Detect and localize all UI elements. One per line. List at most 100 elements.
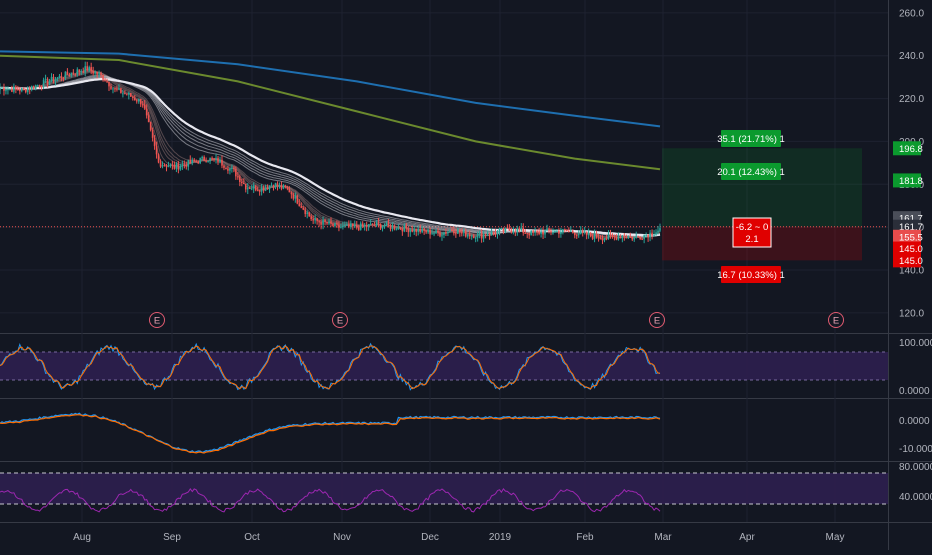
earnings-marker [149,312,165,328]
candle-body [219,159,221,163]
candle-body [472,235,475,239]
time-tick-label: Mar [654,532,672,543]
candle-body [294,195,297,199]
candle-body [217,157,219,163]
candle-body [375,222,378,226]
candle-body [657,230,659,233]
candle-body [181,164,184,167]
candle-body [357,227,360,230]
price-tag-box [893,253,921,268]
ema-line [0,67,661,240]
candle-body [556,230,558,232]
candle-body [617,236,620,240]
candle-body [139,99,142,105]
candle-body [623,235,626,238]
candle-body [88,67,90,71]
candle-body [560,232,562,235]
candle-body [94,72,96,74]
candle-body [387,222,390,226]
candle-body [373,225,376,227]
candle-body [32,85,35,89]
candle-body [306,212,309,214]
candle-body [155,146,158,155]
candle-body [233,167,235,170]
ema-line [0,68,661,240]
candle-body [439,232,441,237]
candle-body [52,76,55,82]
candle-body [205,160,207,162]
candle-body [112,88,114,90]
candle-body [122,93,124,95]
candle-body [46,78,49,85]
candle-body [100,73,102,76]
candle-body [302,207,305,210]
candle-body [7,88,9,91]
candle-body [124,93,126,95]
candle-body [548,228,550,231]
candle-body [453,230,455,234]
candle-body [128,93,130,95]
candle-body [520,227,523,230]
ema-ribbon [0,67,661,240]
intermediate-label-box [721,163,781,180]
candle-body [643,235,645,240]
candle-body [534,231,536,233]
candle-body [157,154,160,163]
candle-body [290,192,293,195]
candle-body [419,228,421,233]
candle-body [56,77,59,80]
candle-body [528,233,530,236]
candle-body [587,232,590,236]
candle-body [22,87,25,89]
candle-body [334,223,336,226]
candle-body [371,223,374,226]
earnings-label: E [154,316,160,327]
candle-body [365,225,368,227]
candle-body [48,81,51,85]
candle-body [213,158,215,160]
price-tag: 155.5 [899,232,923,243]
moving-averages [0,50,661,171]
candle-body [286,187,289,189]
candle-body [464,230,467,237]
candle-body [312,219,314,221]
candle-body [510,230,513,233]
candle-body [470,235,473,237]
candle-body [149,122,152,130]
candle-body [1,87,3,89]
candle-body [409,230,412,233]
candle-body [211,157,213,159]
candle-body [274,183,277,188]
candle-body [474,237,477,239]
candle-body [437,230,439,233]
candle-body [239,176,241,183]
candle-body [241,182,243,184]
time-tick-label: Dec [421,532,439,543]
candle-body [536,231,538,233]
target-label: 35.1 (21.71%) 1 [717,134,785,145]
candle-body [389,225,392,229]
candle-body [573,232,576,236]
candle-body [552,232,554,234]
price-tag-box [893,229,921,244]
candle-body [145,108,148,116]
time-tick-label: Oct [244,532,260,543]
candle-body [441,235,443,237]
candle-body [161,165,164,167]
candle-body [655,232,657,235]
candle-body [379,223,382,229]
candle-body [15,86,17,89]
price-axis[interactable]: 260.0240.0220.0200.0180.0160.0140.0120.0… [893,8,924,319]
candle-body [266,187,269,190]
candle-body [480,233,483,239]
price-tick-label: 140.0 [899,266,924,277]
stoch-tick: 0.0000 [899,386,930,397]
candle-body [102,75,104,80]
time-axis[interactable]: Aug Sep Oct Nov Dec 2019 Feb Mar Apr May [73,532,844,543]
price-tag: 181.8 [899,176,923,187]
candle-body [385,222,388,227]
candle-body [231,167,233,169]
